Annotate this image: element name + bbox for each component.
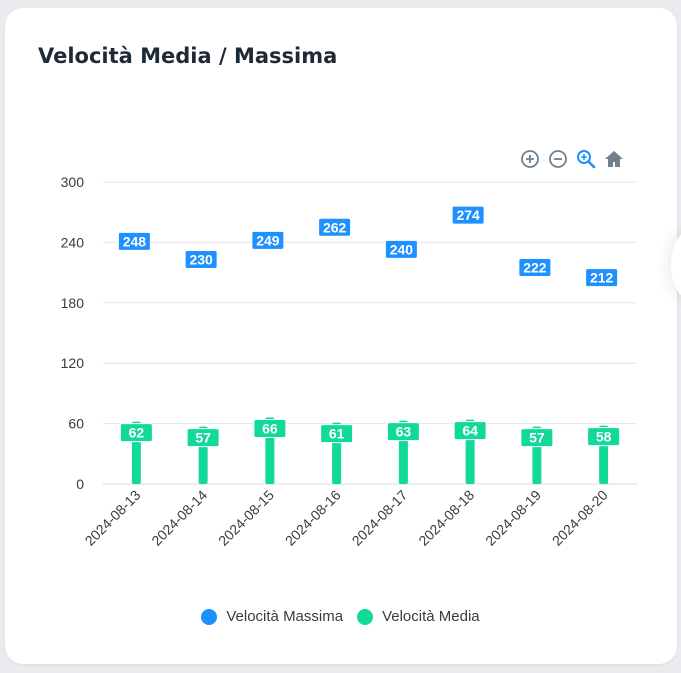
- data-label-max-bg: [518, 258, 552, 278]
- data-label-avg: 62: [129, 425, 145, 441]
- data-label-avg-bg: [119, 423, 153, 443]
- side-shadow: [671, 230, 681, 300]
- data-label-max: 248: [123, 233, 147, 249]
- data-label-avg-bg: [253, 419, 287, 439]
- data-label-avg-bg: [386, 422, 420, 442]
- data-label-max: 230: [189, 251, 213, 267]
- data-label-avg: 57: [529, 430, 545, 446]
- y-tick-label: 120: [61, 355, 85, 371]
- x-tick-label: 2024-08-19: [482, 487, 544, 549]
- data-label-avg-bg: [320, 424, 354, 444]
- data-label-max: 274: [456, 207, 480, 223]
- x-tick-label: 2024-08-15: [215, 487, 277, 549]
- data-label-max-bg: [318, 217, 352, 237]
- data-label-max-bg: [585, 268, 619, 288]
- data-label-max: 222: [523, 260, 547, 276]
- zoom-in-icon[interactable]: [519, 148, 541, 170]
- x-tick-label: 2024-08-13: [82, 487, 144, 549]
- data-label-max: 212: [590, 270, 614, 286]
- data-label-max-bg: [251, 230, 285, 250]
- y-tick-label: 60: [68, 416, 84, 432]
- x-tick-label: 2024-08-17: [349, 487, 411, 549]
- data-label-max: 240: [390, 241, 414, 257]
- data-label-avg-bg: [520, 428, 554, 448]
- data-label-max-bg: [384, 239, 418, 259]
- data-label-avg: 61: [329, 426, 345, 442]
- data-label-avg: 64: [462, 423, 478, 439]
- legend-label-avg: Velocità Media: [382, 608, 480, 625]
- data-label-max: 249: [256, 232, 280, 248]
- legend-marker-avg: [357, 608, 374, 625]
- chart-legend: Velocità Massima Velocità Media: [0, 608, 681, 625]
- zoom-out-icon[interactable]: [547, 148, 569, 170]
- x-tick-label: 2024-08-16: [282, 487, 344, 549]
- legend-label-max: Velocità Massima: [226, 608, 344, 625]
- data-label-avg-bg: [587, 427, 621, 447]
- data-label-max-bg: [184, 249, 218, 269]
- legend-item-avg[interactable]: Velocità Media: [357, 608, 480, 625]
- data-label-avg-bg: [453, 421, 487, 441]
- chart-title: Velocità Media / Massima: [38, 44, 338, 68]
- y-tick-label: 0: [76, 476, 84, 492]
- y-tick-label: 240: [61, 234, 85, 250]
- data-label-max-bg: [117, 231, 151, 251]
- x-tick-label: 2024-08-20: [549, 487, 611, 549]
- data-label-avg: 63: [396, 424, 412, 440]
- data-label-avg-bg: [186, 428, 220, 448]
- data-label-avg: 58: [596, 429, 612, 445]
- y-tick-label: 180: [61, 295, 85, 311]
- zoom-select-icon[interactable]: [575, 148, 597, 170]
- x-tick-label: 2024-08-18: [415, 487, 477, 549]
- data-label-max: 262: [323, 219, 347, 235]
- x-tick-label: 2024-08-14: [148, 487, 210, 549]
- reset-zoom-home-icon[interactable]: [603, 148, 625, 170]
- chart-card: [5, 8, 677, 664]
- y-tick-label: 300: [61, 174, 85, 190]
- data-label-avg: 66: [262, 421, 278, 437]
- data-label-avg: 57: [195, 430, 211, 446]
- data-label-max-bg: [451, 205, 485, 225]
- legend-item-max[interactable]: Velocità Massima: [201, 608, 343, 625]
- legend-marker-max: [201, 608, 218, 625]
- chart-toolbar: [519, 148, 625, 170]
